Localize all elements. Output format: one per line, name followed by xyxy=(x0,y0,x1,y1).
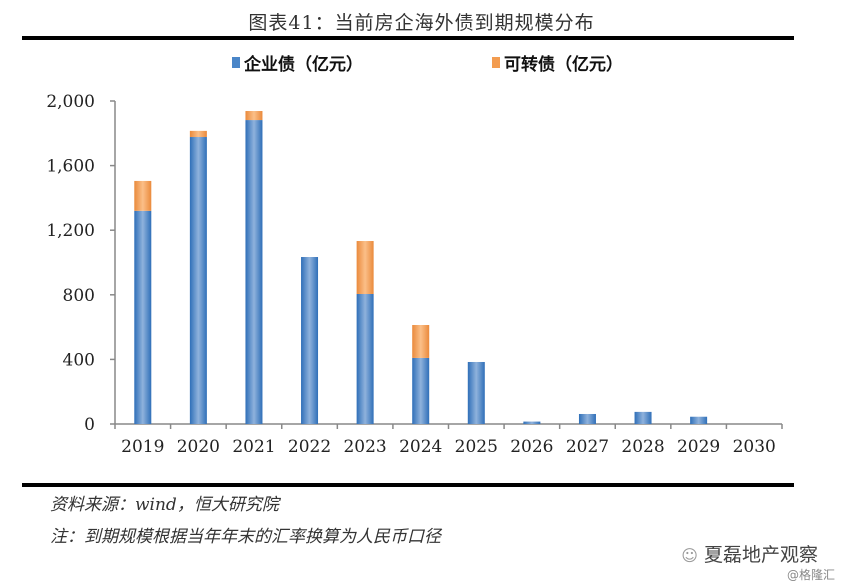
x-tick-label: 2023 xyxy=(343,437,386,457)
x-tick-label: 2027 xyxy=(566,437,609,457)
bar-convertible-bond-2024 xyxy=(412,325,430,358)
bar-corporate-bond-2023 xyxy=(356,293,374,424)
bar-corporate-bond-2022 xyxy=(301,257,319,424)
bar-convertible-bond-2021 xyxy=(245,111,263,121)
legend-swatch-corporate-bond xyxy=(232,57,240,68)
x-tick-label: 2028 xyxy=(621,437,664,457)
x-tick-label: 2026 xyxy=(510,437,553,457)
x-tick-label: 2025 xyxy=(455,437,498,457)
bar-convertible-bond-2019 xyxy=(134,180,152,211)
bar-corporate-bond-2027 xyxy=(578,413,596,424)
x-tick-label: 2021 xyxy=(232,437,275,457)
y-tick-label: 400 xyxy=(63,350,95,370)
x-tick-label: 2029 xyxy=(677,437,720,457)
legend-label-corporate-bond: 企业债（亿元） xyxy=(244,55,363,75)
bar-corporate-bond-2020 xyxy=(189,137,207,424)
bar-corporate-bond-2021 xyxy=(245,120,263,424)
bar-convertible-bond-2020 xyxy=(189,130,207,138)
y-tick-label: 2,000 xyxy=(46,92,95,112)
bar-convertible-bond-2023 xyxy=(356,241,374,294)
legend-swatch-convertible-bond xyxy=(492,57,500,68)
bar-corporate-bond-2026 xyxy=(523,421,541,424)
bar-corporate-bond-2019 xyxy=(134,210,152,424)
legend-label-convertible-bond: 可转债（亿元） xyxy=(504,55,623,75)
x-tick-label: 2020 xyxy=(177,437,220,457)
bar-corporate-bond-2028 xyxy=(634,411,652,424)
bottom-rule xyxy=(22,483,794,487)
wechat-icon: ☺ xyxy=(681,546,698,565)
chart-title: 图表41：当前房企海外债到期规模分布 xyxy=(248,12,595,34)
x-tick-label: 2022 xyxy=(288,437,331,457)
y-tick-label: 800 xyxy=(63,286,95,306)
bar-corporate-bond-2029 xyxy=(690,416,708,424)
watermark-brand: ☺ 夏磊地产观察 xyxy=(681,540,818,567)
x-tick-label: 2019 xyxy=(121,437,164,457)
watermark-brand-text: 夏磊地产观察 xyxy=(703,544,818,566)
legend-item-convertible-bond: 可转债（亿元） xyxy=(492,50,623,75)
source-note: 资料来源：wind，恒大研究院 xyxy=(50,495,279,515)
x-tick-label: 2030 xyxy=(733,437,776,457)
bar-chart: 0 400 800 1,200 1,600 2,000 2019 2020 2021 2022 20… xyxy=(46,92,783,457)
y-tick-label: 1,600 xyxy=(46,157,95,177)
legend-item-corporate-bond: 企业债（亿元） xyxy=(232,50,363,75)
bar-corporate-bond-2025 xyxy=(467,361,485,424)
y-tick-label: 0 xyxy=(84,415,95,435)
footnote: 注：到期规模根据当年年末的汇率换算为人民币口径 xyxy=(50,527,441,547)
y-tick-label: 1,200 xyxy=(46,221,95,241)
bar-corporate-bond-2024 xyxy=(412,357,430,424)
watermark-handle: @格隆汇 xyxy=(786,568,835,582)
top-rule xyxy=(22,36,794,40)
x-tick-label: 2024 xyxy=(399,437,442,457)
